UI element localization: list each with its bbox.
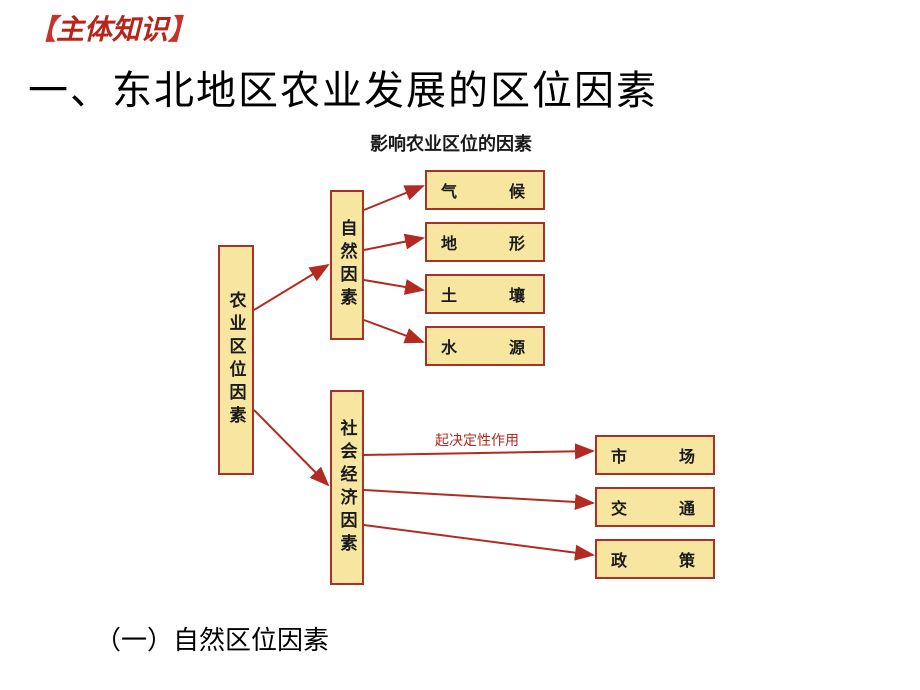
node-root: 农业区位因素	[218, 245, 254, 475]
arrow-nature-water	[364, 320, 423, 342]
arrow-nature-climate	[364, 186, 423, 210]
leaf-terrain: 地 形	[425, 222, 545, 262]
leaf-policy: 政 策	[595, 539, 715, 579]
leaf-market: 市 场	[595, 435, 715, 475]
subsection-title: （一）自然区位因素	[95, 620, 329, 657]
page-title: 一、东北地区农业发展的区位因素	[28, 58, 658, 116]
arrow-social-transport	[364, 490, 593, 503]
arrow-nature-terrain	[364, 238, 423, 250]
diagram-container: 农业区位因素 自然因素 社会经济因素 气 候 地 形 土 壤 水 源 市 场 交…	[200, 160, 760, 590]
arrow-root-nature	[254, 265, 328, 310]
arrow-root-social	[254, 410, 328, 485]
node-nature: 自然因素	[330, 190, 364, 340]
arrow-nature-soil	[364, 280, 423, 290]
edge-label-decisive: 起决定性作用	[435, 430, 519, 450]
arrow-social-market	[364, 451, 593, 455]
diagram-title: 影响农业区位的因素	[370, 130, 532, 156]
header-text: 主体知识	[56, 15, 168, 46]
header-bracket: 【主体知识】	[28, 8, 196, 48]
leaf-transport: 交 通	[595, 487, 715, 527]
leaf-climate: 气 候	[425, 170, 545, 210]
leaf-water: 水 源	[425, 326, 545, 366]
bracket-open: 【	[28, 15, 56, 46]
node-social: 社会经济因素	[330, 390, 364, 585]
bracket-close: 】	[168, 15, 196, 46]
arrow-social-policy	[364, 525, 593, 555]
leaf-soil: 土 壤	[425, 274, 545, 314]
